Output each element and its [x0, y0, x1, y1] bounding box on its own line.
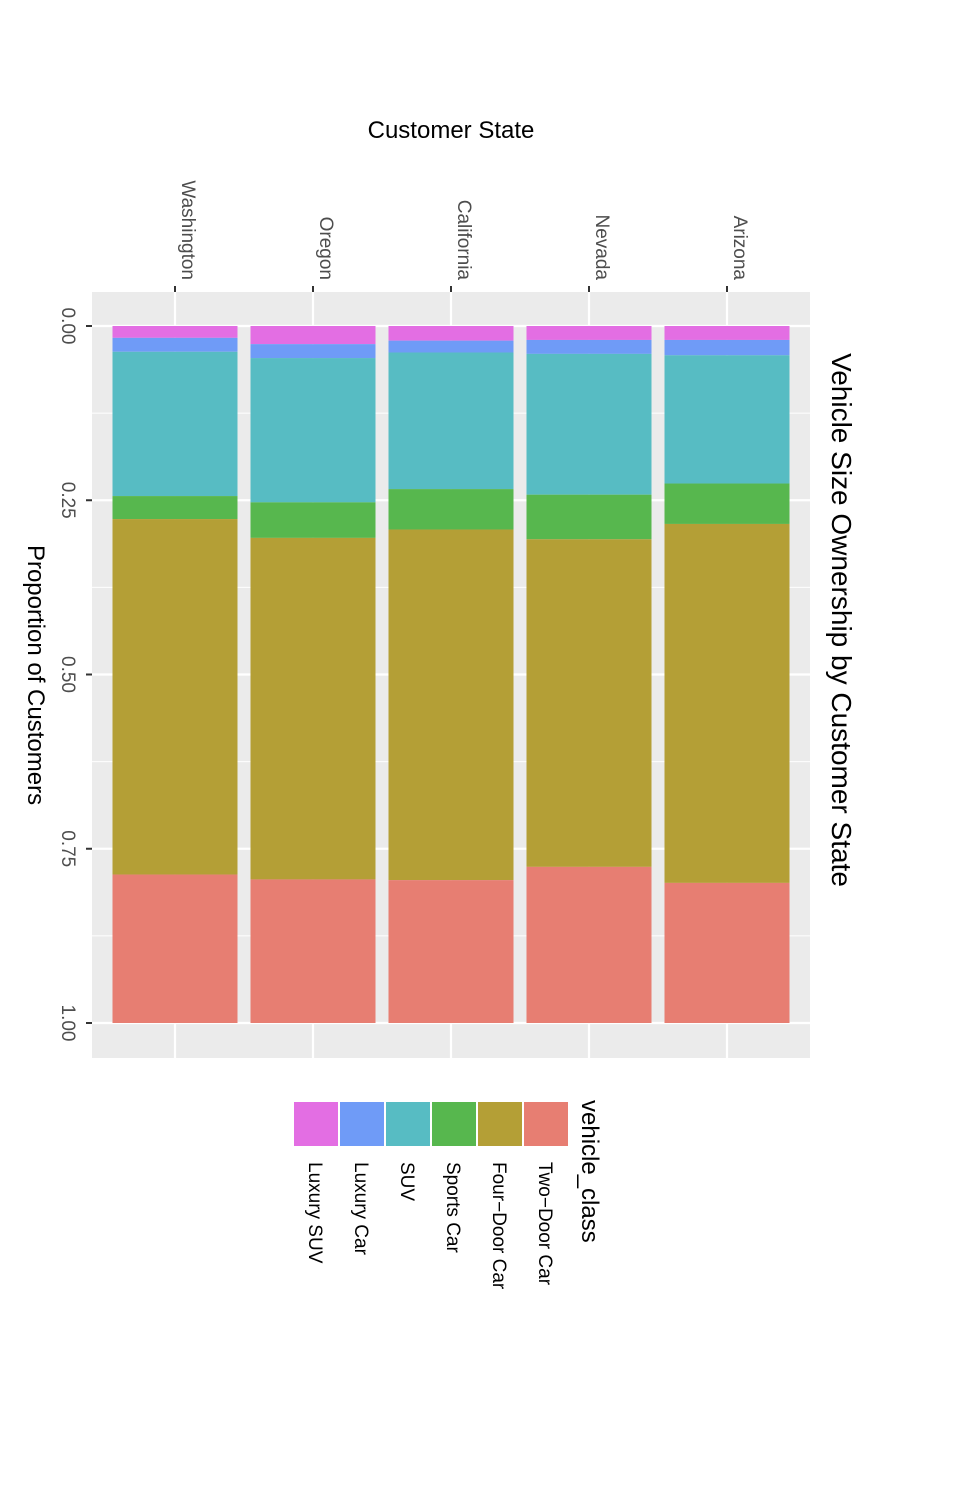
- legend-title: vehicle_class: [576, 1100, 603, 1243]
- legend-key: [340, 1102, 384, 1146]
- y-tick-label: 0.00: [57, 308, 78, 345]
- bar-segment-two-door-car-california: [388, 880, 514, 1023]
- legend-label: Four−Door Car: [488, 1162, 509, 1290]
- legend-key: [524, 1102, 568, 1146]
- x-tick-label: California: [453, 200, 474, 281]
- y-tick-label: 1.00: [57, 1005, 78, 1042]
- bar-segment-sports-car-nevada: [526, 494, 652, 540]
- x-tick-label: Nevada: [591, 215, 612, 281]
- bar-segment-suv-arizona: [664, 355, 790, 484]
- bar-segment-luxury-car-oregon: [250, 344, 376, 359]
- bar-segment-four-door-car-arizona: [664, 523, 790, 883]
- bar-segment-two-door-car-oregon: [250, 879, 376, 1023]
- legend-label: SUV: [396, 1162, 417, 1201]
- bar-segment-sports-car-california: [388, 489, 514, 530]
- bar-segment-two-door-car-washington: [112, 874, 238, 1023]
- y-tick-label: 0.25: [57, 482, 78, 519]
- axis-layer: Washington Oregon California Nevada Arizona 0…: [57, 180, 750, 1041]
- y-tick-label: 0.75: [57, 830, 78, 867]
- bar-segment-two-door-car-nevada: [526, 866, 652, 1023]
- bar-segment-luxury-suv-oregon: [250, 326, 376, 345]
- bar-segment-suv-nevada: [526, 353, 652, 495]
- bar-segment-suv-washington: [112, 351, 238, 497]
- bar-segment-luxury-car-arizona: [664, 339, 790, 356]
- bar-segment-suv-california: [388, 352, 514, 490]
- bar-segment-luxury-car-nevada: [526, 339, 652, 354]
- x-tick-label: Washington: [177, 180, 198, 280]
- bar-segment-four-door-car-washington: [112, 519, 238, 875]
- legend-key: [294, 1102, 338, 1146]
- x-axis-title: Customer State: [368, 117, 535, 144]
- legend-label: Luxury SUV: [304, 1162, 325, 1264]
- legend-label: Luxury Car: [350, 1162, 371, 1256]
- chart-title: Vehicle Size Ownership by Customer State: [826, 353, 857, 887]
- bar-segment-luxury-suv-california: [388, 326, 514, 341]
- bar-segment-luxury-suv-arizona: [664, 326, 790, 340]
- legend-key: [478, 1102, 522, 1146]
- bar-segment-four-door-car-nevada: [526, 539, 652, 867]
- bar-segment-luxury-car-washington: [112, 337, 238, 352]
- bar-segment-four-door-car-california: [388, 529, 514, 881]
- bar-segment-sports-car-arizona: [664, 483, 790, 524]
- legend-label: Two−Door Car: [534, 1162, 555, 1286]
- bars-layer: [112, 326, 790, 1023]
- x-tick-label: Oregon: [315, 217, 336, 280]
- legend-key: [386, 1102, 430, 1146]
- bar-segment-sports-car-washington: [112, 496, 238, 520]
- bar-segment-suv-oregon: [250, 358, 376, 503]
- legend-key: [432, 1102, 476, 1146]
- bar-segment-luxury-suv-nevada: [526, 326, 652, 340]
- y-axis-title: Proportion of Customers: [22, 545, 49, 805]
- legend-label: Sports Car: [442, 1162, 463, 1253]
- y-tick-label: 0.50: [57, 656, 78, 693]
- bar-segment-sports-car-oregon: [250, 502, 376, 538]
- bar-segment-luxury-car-california: [388, 340, 514, 353]
- legend: vehicle_class Two−Door Car Four−Door Car S…: [294, 1100, 603, 1290]
- bar-segment-luxury-suv-washington: [112, 326, 238, 338]
- bar-segment-two-door-car-arizona: [664, 882, 790, 1023]
- bar-segment-four-door-car-oregon: [250, 537, 376, 880]
- x-tick-label: Arizona: [729, 216, 750, 281]
